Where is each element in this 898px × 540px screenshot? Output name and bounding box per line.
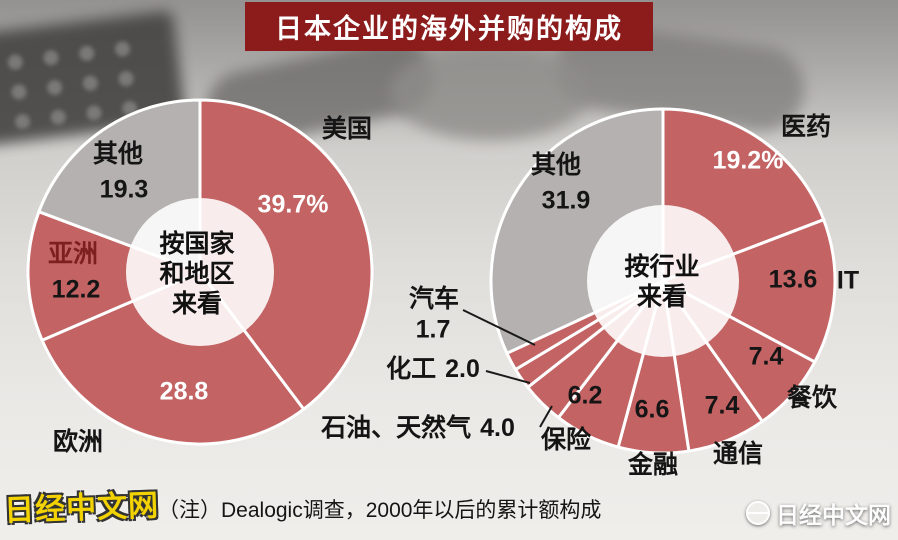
pie-by-country — [26, 98, 374, 446]
page-title: 日本企业的海外并购的构成 — [275, 14, 623, 44]
label-other-industries: 其他 — [530, 151, 582, 179]
value-europe: 28.8 — [159, 377, 209, 406]
left-center-line-2: 和地区 — [159, 260, 235, 288]
left-center-line-1: 按国家 — [159, 230, 235, 258]
value-usa: 39.7% — [257, 190, 329, 219]
footnote: （注）Dealogic调查，2000年以后的累计额构成 — [158, 499, 602, 522]
watermark-right: 日经中文网 — [746, 496, 891, 530]
value-pharma: 19.2% — [712, 146, 784, 175]
value-telecom: 7.4 — [704, 391, 740, 420]
leader-lines — [462, 309, 553, 428]
label-insurance: 保险 — [540, 426, 592, 454]
background-handshake-hands — [390, 45, 590, 140]
label-chemical: 化工 — [386, 355, 437, 383]
label-chemical-row: 化工 2.0 — [386, 349, 480, 385]
value-automobile: 1.7 — [415, 315, 451, 344]
leader-line-automobile — [462, 309, 536, 346]
label-automobile: 汽车 — [408, 285, 460, 313]
label-europe: 欧洲 — [52, 428, 104, 456]
value-chemical: 2.0 — [445, 355, 480, 383]
title-banner: 日本企业的海外并购的构成 — [245, 2, 653, 51]
label-finance: 金融 — [627, 451, 679, 479]
label-asia: 亚洲 — [47, 240, 99, 268]
pie-slice-美国 — [198, 98, 374, 411]
right-center-line-1: 按行业 — [624, 253, 700, 281]
value-oil-gas: 4.0 — [480, 414, 515, 442]
value-it: 13.6 — [768, 265, 818, 294]
label-oil-gas: 石油、天然气 — [321, 414, 472, 442]
label-pharma: 医药 — [780, 113, 832, 141]
label-usa: 美国 — [321, 115, 373, 143]
pie-slice-亚洲 — [26, 210, 202, 342]
leader-line-chemical — [485, 370, 531, 384]
globe-icon — [746, 501, 770, 525]
pie-slice-欧洲 — [40, 270, 306, 446]
label-telecom: 通信 — [712, 440, 764, 468]
pie-center-hole — [126, 198, 274, 346]
left-pie-center-title: 按国家 和地区 来看 — [159, 229, 234, 319]
value-finance: 6.6 — [634, 395, 670, 424]
right-pie-center-title: 按行业 来看 — [624, 252, 699, 312]
value-dining: 7.4 — [748, 342, 784, 371]
label-dining: 餐饮 — [786, 384, 838, 412]
value-other-industries: 31.9 — [541, 186, 591, 215]
label-oil-gas-row: 石油、天然气 4.0 — [321, 408, 515, 444]
right-center-line-2: 来看 — [636, 283, 688, 311]
label-other-countries: 其他 — [92, 140, 144, 168]
left-center-line-3: 来看 — [171, 290, 223, 318]
value-asia: 12.2 — [51, 275, 101, 304]
pie-slice-IT — [661, 218, 837, 364]
value-other-countries: 19.3 — [99, 175, 149, 204]
value-insurance: 6.2 — [567, 381, 603, 410]
watermark-left: 日经中文网 — [3, 489, 160, 528]
pie-center-hole — [587, 205, 739, 357]
leader-line-oil-gas — [539, 405, 553, 428]
pie-by-industry — [489, 107, 837, 455]
watermark-right-text: 日经中文网 — [776, 502, 891, 528]
label-it: IT — [836, 266, 860, 295]
